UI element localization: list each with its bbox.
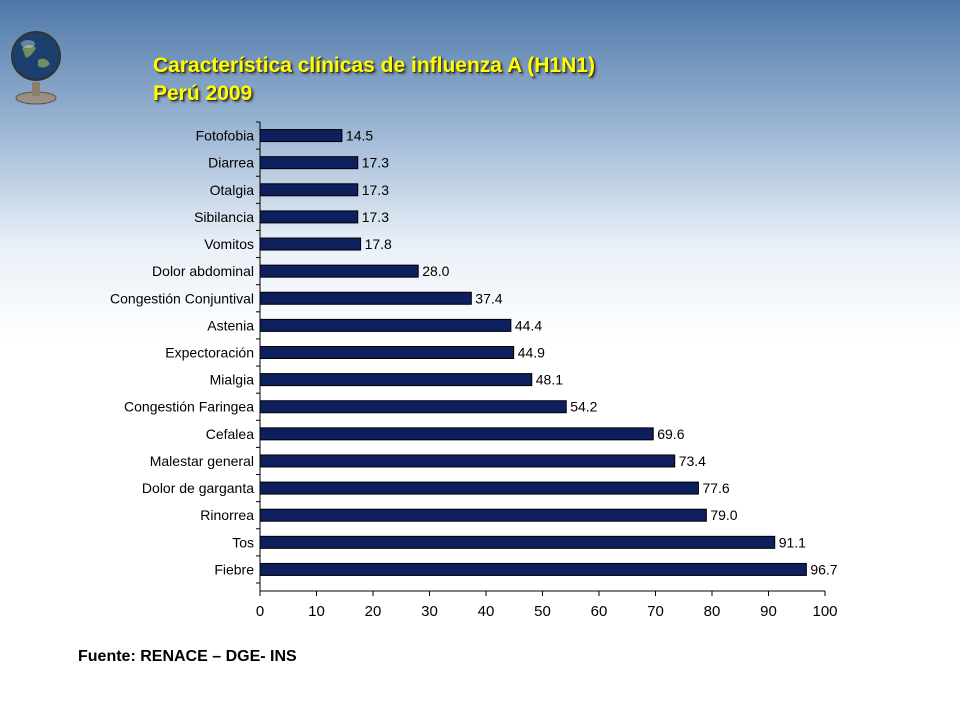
- x-tick-label: 10: [308, 603, 325, 620]
- category-label: Sibilancia: [194, 209, 254, 225]
- data-label: 17.3: [362, 155, 389, 171]
- category-label: Rinorrea: [200, 507, 254, 523]
- bar: [259, 183, 359, 197]
- x-tick-label: 80: [704, 603, 721, 620]
- bar: [259, 156, 359, 170]
- bar: [259, 562, 807, 576]
- chart-title: Característica clínicas de influenza A (…: [153, 52, 595, 108]
- bar: [259, 481, 699, 495]
- x-tick-label: 60: [591, 603, 608, 620]
- data-label: 17.8: [365, 236, 392, 252]
- category-label: Dolor de garganta: [142, 480, 254, 496]
- category-label: Fotofobia: [196, 128, 255, 144]
- bar: [259, 535, 776, 549]
- title-line-1: Característica clínicas de influenza A (…: [153, 54, 595, 77]
- category-label: Otalgia: [210, 182, 255, 198]
- category-label: Congestión Faringea: [124, 399, 254, 415]
- x-tick-label: 70: [647, 603, 664, 620]
- data-label: 77.6: [702, 480, 729, 496]
- data-label: 91.1: [779, 534, 806, 550]
- data-label: 44.9: [518, 345, 545, 361]
- data-label: 79.0: [710, 507, 737, 523]
- category-label: Mialgia: [210, 372, 255, 388]
- category-label: Fiebre: [214, 561, 254, 577]
- bar: [259, 264, 419, 278]
- category-label: Cefalea: [206, 426, 254, 442]
- bar: [259, 346, 515, 359]
- data-label: 17.3: [362, 182, 389, 198]
- category-label: Tos: [232, 534, 254, 550]
- category-label: Malestar general: [150, 453, 254, 469]
- bar: [259, 400, 567, 414]
- bar: [259, 454, 676, 468]
- source-note: Fuente: RENACE – DGE- INS: [78, 648, 297, 665]
- x-tick-label: 30: [421, 603, 438, 620]
- data-label: 69.6: [657, 426, 684, 442]
- title-line-2: Perú 2009: [153, 82, 253, 105]
- bar: [259, 373, 533, 387]
- category-label: Expectoración: [165, 345, 254, 361]
- bar: [259, 508, 707, 522]
- category-label: Dolor abdominal: [152, 263, 254, 279]
- globe-icon: [11, 31, 61, 105]
- category-label: Diarrea: [208, 155, 254, 171]
- x-tick-label: 20: [365, 603, 382, 620]
- category-label: Congestión Conjuntival: [110, 290, 254, 306]
- data-label: 48.1: [536, 372, 563, 388]
- data-label: 54.2: [570, 399, 597, 415]
- data-label: 73.4: [679, 453, 706, 469]
- bar: [259, 291, 472, 305]
- data-label: 37.4: [475, 290, 502, 306]
- category-label: Astenia: [207, 317, 254, 333]
- x-tick-label: 90: [760, 603, 777, 620]
- category-label: Vomitos: [204, 236, 254, 252]
- data-label: 44.4: [515, 317, 542, 333]
- data-label: 14.5: [346, 128, 373, 144]
- x-tick-label: 50: [534, 603, 551, 620]
- bar: [259, 427, 654, 441]
- data-label: 96.7: [810, 561, 837, 577]
- data-label: 28.0: [422, 263, 449, 279]
- bar: [259, 237, 362, 251]
- x-tick-label: 100: [812, 603, 837, 620]
- bar: [259, 129, 343, 143]
- bar: [259, 210, 359, 224]
- bar: [259, 318, 512, 332]
- x-tick-label: 40: [478, 603, 495, 620]
- data-label: 17.3: [362, 209, 389, 225]
- x-tick-label: 0: [256, 603, 264, 620]
